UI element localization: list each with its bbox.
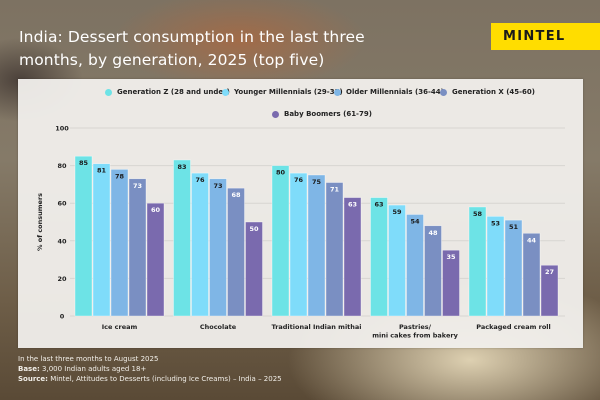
bar bbox=[522, 232, 541, 317]
legend-item-baby-boomers: Baby Boomers (61-79) bbox=[272, 110, 372, 118]
bar bbox=[406, 214, 424, 317]
y-tick-label: 20 bbox=[57, 275, 67, 283]
bar bbox=[307, 174, 326, 317]
footer-source: Source: Mintel, Attitudes to Desserts (i… bbox=[18, 374, 282, 384]
bar-value-label: 85 bbox=[79, 159, 89, 167]
y-axis-ticks: 0 20 40 60 80 100 bbox=[55, 125, 69, 321]
bar-value-label: 75 bbox=[312, 178, 322, 186]
bar bbox=[128, 178, 147, 317]
legend-swatch bbox=[272, 110, 279, 118]
x-tick-label: Traditional Indian mithai bbox=[271, 323, 361, 331]
mintel-logo: MINTEL bbox=[491, 23, 600, 50]
x-tick-label: Chocolate bbox=[200, 323, 237, 331]
bar-value-label: 71 bbox=[330, 186, 340, 194]
x-tick-label: Packaged cream roll bbox=[476, 323, 551, 331]
legend-item-older-millennials: Older Millennials (36-44) bbox=[334, 88, 444, 96]
bar-value-label: 60 bbox=[151, 206, 161, 214]
bar-value-label: 51 bbox=[509, 223, 519, 231]
bar-value-label: 73 bbox=[133, 182, 142, 190]
bar-value-label: 50 bbox=[249, 225, 259, 233]
bar bbox=[343, 197, 362, 317]
bar bbox=[271, 165, 290, 317]
bar-value-label: 54 bbox=[410, 217, 420, 225]
bar bbox=[370, 197, 388, 317]
legend-swatch bbox=[105, 88, 112, 96]
bar bbox=[424, 225, 442, 317]
y-tick-label: 100 bbox=[55, 125, 69, 133]
bar bbox=[468, 206, 487, 317]
bar-value-label: 68 bbox=[231, 191, 241, 199]
chart-footer: In the last three months to August 2025 … bbox=[18, 354, 282, 384]
legend-item-gen-x: Generation X (45-60) bbox=[440, 88, 535, 96]
bar bbox=[388, 204, 406, 317]
bar-value-label: 63 bbox=[348, 201, 357, 209]
bar bbox=[504, 219, 523, 317]
bar-value-label: 80 bbox=[276, 169, 286, 177]
y-tick-label: 0 bbox=[60, 313, 65, 321]
bar-value-label: 48 bbox=[428, 229, 438, 237]
bar bbox=[110, 169, 129, 317]
bar bbox=[209, 178, 227, 317]
bar bbox=[245, 221, 263, 317]
bar bbox=[227, 187, 245, 317]
legend-swatch bbox=[222, 88, 229, 96]
bar bbox=[325, 182, 344, 317]
y-axis-label: % of consumers bbox=[36, 193, 44, 251]
footer-base: Base: 3,000 Indian adults aged 18+ bbox=[18, 364, 282, 374]
y-tick-label: 60 bbox=[57, 200, 67, 208]
bar bbox=[146, 202, 165, 317]
bar-value-label: 76 bbox=[195, 176, 205, 184]
legend-label: Generation Z (28 and under) bbox=[117, 88, 230, 96]
legend-label: Younger Millennials (29-35) bbox=[234, 88, 343, 96]
base-label: Base: bbox=[18, 365, 40, 373]
bar bbox=[486, 216, 505, 317]
x-axis-labels: Ice cream Chocolate Traditional Indian mit… bbox=[102, 323, 551, 340]
bars: 85 81 78 73 60 83 76 73 68 50 80 76 75 71 63 63 59 54 48 35… bbox=[74, 155, 559, 317]
bar-value-label: 78 bbox=[115, 172, 125, 180]
bar-value-label: 27 bbox=[545, 268, 554, 276]
bar bbox=[540, 264, 559, 317]
y-tick-label: 40 bbox=[57, 237, 67, 245]
bar-value-label: 59 bbox=[392, 208, 402, 216]
legend-label: Older Millennials (36-44) bbox=[346, 88, 444, 96]
source-text: Mintel, Attitudes to Desserts (including… bbox=[50, 375, 282, 383]
bar-value-label: 58 bbox=[473, 210, 483, 218]
legend-swatch bbox=[440, 88, 447, 96]
bar-value-label: 44 bbox=[527, 236, 537, 244]
legend-item-younger-millennials: Younger Millennials (29-35) bbox=[222, 88, 343, 96]
bar bbox=[191, 172, 209, 317]
footer-period: In the last three months to August 2025 bbox=[18, 355, 159, 363]
bar bbox=[442, 249, 460, 317]
bar-value-label: 83 bbox=[177, 163, 186, 171]
source-label: Source: bbox=[18, 375, 48, 383]
y-tick-label: 80 bbox=[57, 162, 67, 170]
bar bbox=[92, 163, 111, 317]
legend-swatch bbox=[334, 88, 341, 96]
bar-value-label: 53 bbox=[491, 219, 500, 227]
bar bbox=[289, 172, 308, 317]
bar bbox=[173, 159, 191, 317]
legend-label: Baby Boomers (61-79) bbox=[284, 110, 372, 118]
bar bbox=[74, 155, 93, 317]
bar-value-label: 35 bbox=[446, 253, 456, 261]
base-text: 3,000 Indian adults aged 18+ bbox=[42, 365, 147, 373]
chart-title: India: Dessert consumption in the last t… bbox=[19, 28, 365, 69]
x-tick-label: Ice cream bbox=[102, 323, 138, 331]
x-tick-label: Pastries/mini cakes from bakery bbox=[372, 323, 458, 340]
legend-item-gen-z: Generation Z (28 and under) bbox=[105, 88, 230, 96]
bar-value-label: 76 bbox=[294, 176, 304, 184]
legend-label: Generation X (45-60) bbox=[452, 88, 535, 96]
bar-value-label: 81 bbox=[97, 167, 107, 175]
bar-value-label: 63 bbox=[374, 201, 383, 209]
bar-value-label: 73 bbox=[213, 182, 222, 190]
